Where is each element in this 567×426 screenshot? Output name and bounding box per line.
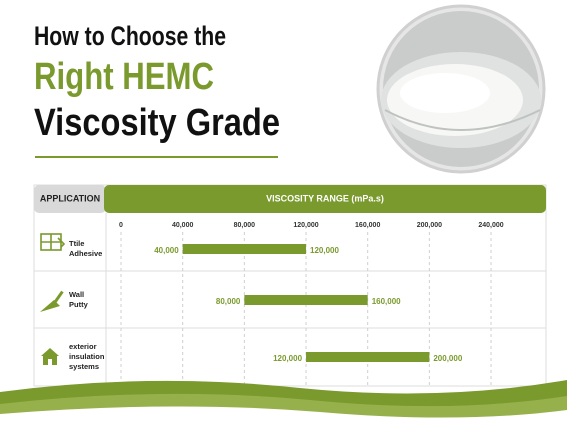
x-tick-label: 120,000: [293, 222, 318, 229]
bar-label: 80,000: [216, 297, 241, 306]
category-label: systems: [69, 362, 99, 371]
bar-label: 200,000: [433, 354, 462, 363]
x-tick-label: 80,000: [234, 222, 256, 229]
putty-icon: [40, 290, 64, 312]
category-label: Ttile: [69, 239, 84, 248]
product-photo: [376, 4, 546, 174]
category-label: Wall: [69, 290, 84, 299]
bar-label: 120,000: [310, 246, 339, 255]
footer-wave: [0, 406, 567, 426]
tile-icon: [40, 233, 66, 251]
category-label: Putty: [69, 300, 89, 309]
category-label: exterior: [69, 342, 97, 351]
category-label: Adhesive: [69, 249, 102, 258]
header-cell: [34, 185, 106, 213]
bar-label: 40,000: [154, 246, 179, 255]
category-label: insulation: [69, 352, 105, 361]
title-line: How to Choose the: [34, 21, 226, 51]
range-bar: [244, 295, 368, 305]
title-line: Viscosity Grade: [34, 102, 280, 144]
header-cell: [104, 185, 546, 213]
x-tick-label: 160,000: [355, 222, 380, 229]
x-tick-label: 0: [119, 222, 123, 229]
x-tick-label: 200,000: [417, 222, 442, 229]
x-tick-label: 240,000: [478, 222, 503, 229]
x-tick-label: 40,000: [172, 222, 194, 229]
range-bar: [182, 244, 307, 254]
house-icon: [41, 348, 59, 365]
column-header: VISCOSITY RANGE (mPa.s): [266, 193, 384, 203]
bar-label: 120,000: [273, 354, 302, 363]
column-header: APPLICATION: [40, 193, 100, 203]
table-frame: [33, 184, 547, 387]
range-bar: [306, 352, 430, 362]
title-line: Right HEMC: [34, 56, 214, 98]
bar-label: 160,000: [372, 297, 401, 306]
